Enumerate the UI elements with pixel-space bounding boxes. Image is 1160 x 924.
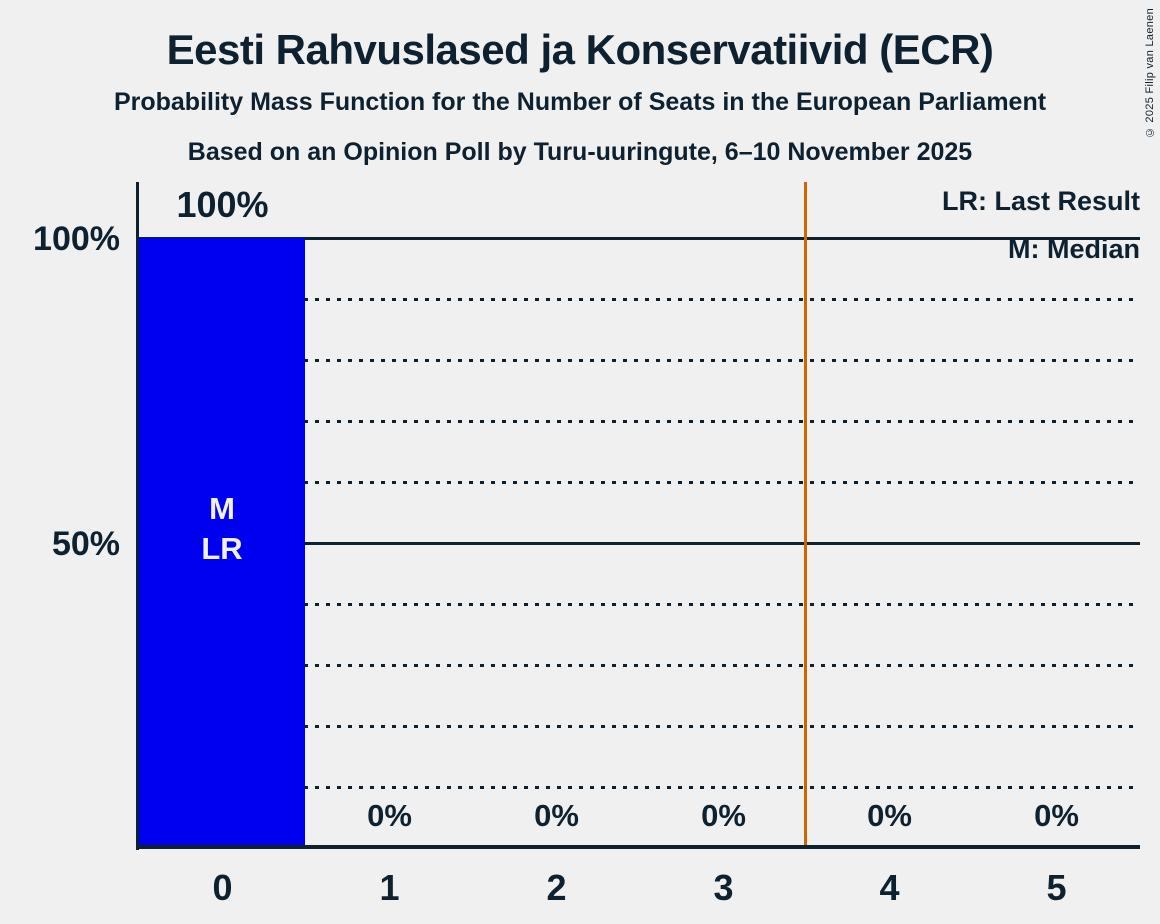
y-tick-100: 100% xyxy=(33,220,120,258)
y-axis xyxy=(136,182,139,850)
copyright-notice: © 2025 Filip van Laenen xyxy=(1144,8,1156,139)
gridline-100 xyxy=(139,237,1140,240)
gridline-70 xyxy=(139,420,1140,423)
legend-median: M: Median xyxy=(1008,234,1140,264)
y-tick-50: 50% xyxy=(51,525,120,563)
majority-threshold-line xyxy=(804,182,807,846)
chart-title: Eesti Rahvuslased ja Konservatiivid (ECR… xyxy=(166,26,994,73)
gridline-30 xyxy=(139,664,1140,667)
bar-0-seats xyxy=(139,238,305,845)
value-label-3: 0% xyxy=(701,798,746,833)
x-tick-4: 4 xyxy=(879,867,900,908)
gridline-10 xyxy=(139,786,1140,789)
median-marker: M xyxy=(209,491,235,526)
value-label-5: 0% xyxy=(1034,798,1079,833)
x-tick-5: 5 xyxy=(1046,867,1067,908)
x-tick-1: 1 xyxy=(379,867,400,908)
chart-poll-info: Based on an Opinion Poll by Turu-uuringu… xyxy=(187,138,973,166)
x-tick-0: 0 xyxy=(212,867,233,908)
gridline-80 xyxy=(139,359,1140,362)
gridline-20 xyxy=(139,725,1140,728)
x-axis xyxy=(136,845,1140,849)
gridline-90 xyxy=(139,298,1140,301)
value-label-2: 0% xyxy=(534,798,579,833)
x-tick-3: 3 xyxy=(713,867,734,908)
legend-last-result: LR: Last Result xyxy=(941,186,1140,216)
value-label-1: 0% xyxy=(367,798,412,833)
value-label-4: 0% xyxy=(867,798,912,833)
gridline-50 xyxy=(139,542,1140,545)
x-tick-2: 2 xyxy=(546,867,567,908)
value-label-0: 100% xyxy=(176,184,269,225)
bar-0-annotation: M LR xyxy=(139,489,305,569)
chart-subtitle: Probability Mass Function for the Number… xyxy=(113,88,1047,116)
gridline-60 xyxy=(139,481,1140,484)
gridline-40 xyxy=(139,603,1140,606)
last-result-marker: LR xyxy=(201,531,243,566)
